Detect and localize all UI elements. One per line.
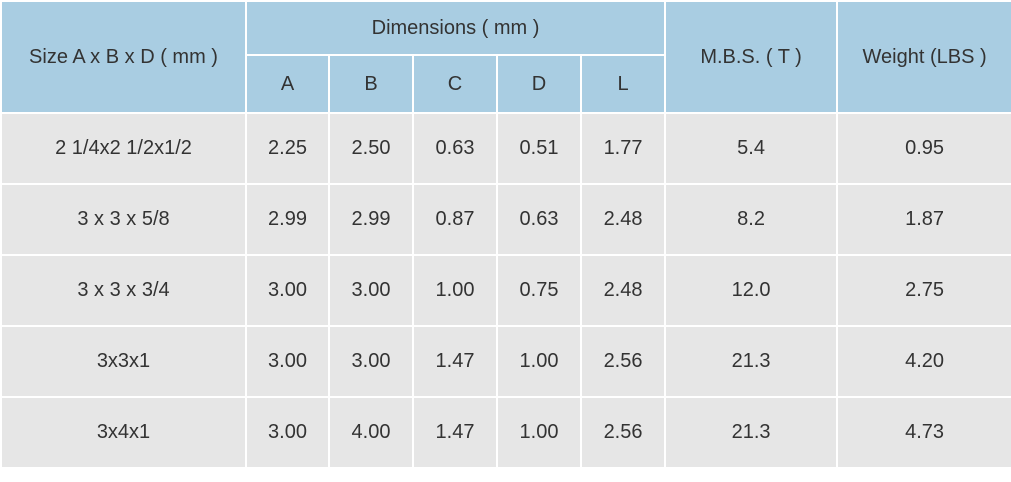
table-cell: 4.20 — [836, 325, 1011, 398]
table-cell: 3 x 3 x 3/4 — [0, 254, 247, 327]
table-cell: 1.47 — [412, 325, 498, 398]
table-cell: 0.63 — [496, 183, 582, 256]
table-cell: 2.99 — [245, 183, 330, 256]
table-cell: 3x4x1 — [0, 396, 247, 469]
table-cell: 2.50 — [328, 112, 414, 185]
header-cell: Size A x B x D ( mm ) — [0, 0, 247, 114]
table-body: 2 1/4x2 1/2x1/2 2.25 2.50 0.63 0.51 1.77 5.4 0.… — [0, 112, 1011, 469]
table-cell: 2.56 — [579, 396, 667, 469]
table-cell: 3.00 — [245, 254, 330, 327]
table-cell: 1.77 — [579, 112, 667, 185]
table-cell: 3.00 — [245, 325, 330, 398]
table-cell: 8.2 — [664, 183, 839, 256]
table-row: 3x4x1 3.00 4.00 1.47 1.00 2.56 21.3 4.73 — [0, 396, 1011, 469]
table-cell: 2 1/4x2 1/2x1/2 — [0, 112, 247, 185]
header-cell: Dimensions ( mm ) — [244, 0, 667, 56]
table-cell: 3.00 — [328, 325, 414, 398]
header-cell: A — [245, 54, 330, 114]
header-cell: L — [579, 54, 667, 114]
table-cell: 1.87 — [836, 183, 1011, 256]
table-cell: 2.48 — [579, 254, 667, 327]
table-cell: 4.73 — [836, 396, 1011, 469]
table-cell: 1.47 — [412, 396, 498, 469]
header-cell: C — [412, 54, 498, 114]
table-row: 3 x 3 x 5/8 2.99 2.99 0.87 0.63 2.48 8.2 1.87 — [0, 183, 1011, 256]
table-cell: 1.00 — [412, 254, 498, 327]
table-cell: 12.0 — [664, 254, 839, 327]
table-cell: 3.00 — [245, 396, 330, 469]
table-cell: 2.25 — [245, 112, 330, 185]
table-cell: 2.48 — [579, 183, 667, 256]
table-cell: 4.00 — [328, 396, 414, 469]
table-cell: 0.51 — [496, 112, 582, 185]
table-cell: 3 x 3 x 5/8 — [0, 183, 247, 256]
header-cell: B — [328, 54, 414, 114]
header-cell: Weight (LBS ) — [836, 0, 1011, 114]
table-cell: 0.87 — [412, 183, 498, 256]
table-cell: 2.75 — [836, 254, 1011, 327]
table-cell: 1.00 — [496, 396, 582, 469]
table-cell: 0.95 — [836, 112, 1011, 185]
table-cell: 2.99 — [328, 183, 414, 256]
header-cell: D — [496, 54, 582, 114]
header-cell: M.B.S. ( T ) — [664, 0, 839, 114]
table-cell: 1.00 — [496, 325, 582, 398]
table-cell: 5.4 — [664, 112, 839, 185]
table-row: 3x3x1 3.00 3.00 1.47 1.00 2.56 21.3 4.20 — [0, 325, 1011, 398]
header-row: Size A x B x D ( mm ) Dimensions ( mm ) … — [0, 0, 1011, 114]
table-cell: 21.3 — [664, 325, 839, 398]
table-cell: 0.75 — [496, 254, 582, 327]
table-row: 2 1/4x2 1/2x1/2 2.25 2.50 0.63 0.51 1.77 5.4 0.… — [0, 112, 1011, 185]
table-cell: 2.56 — [579, 325, 667, 398]
spec-table: Size A x B x D ( mm ) Dimensions ( mm ) … — [0, 0, 1011, 469]
table-cell: 3x3x1 — [0, 325, 247, 398]
table-cell: 3.00 — [328, 254, 414, 327]
table-row: 3 x 3 x 3/4 3.00 3.00 1.00 0.75 2.48 12.0 2.75 — [0, 254, 1011, 327]
table-cell: 0.63 — [412, 112, 498, 185]
table-cell: 21.3 — [664, 396, 839, 469]
